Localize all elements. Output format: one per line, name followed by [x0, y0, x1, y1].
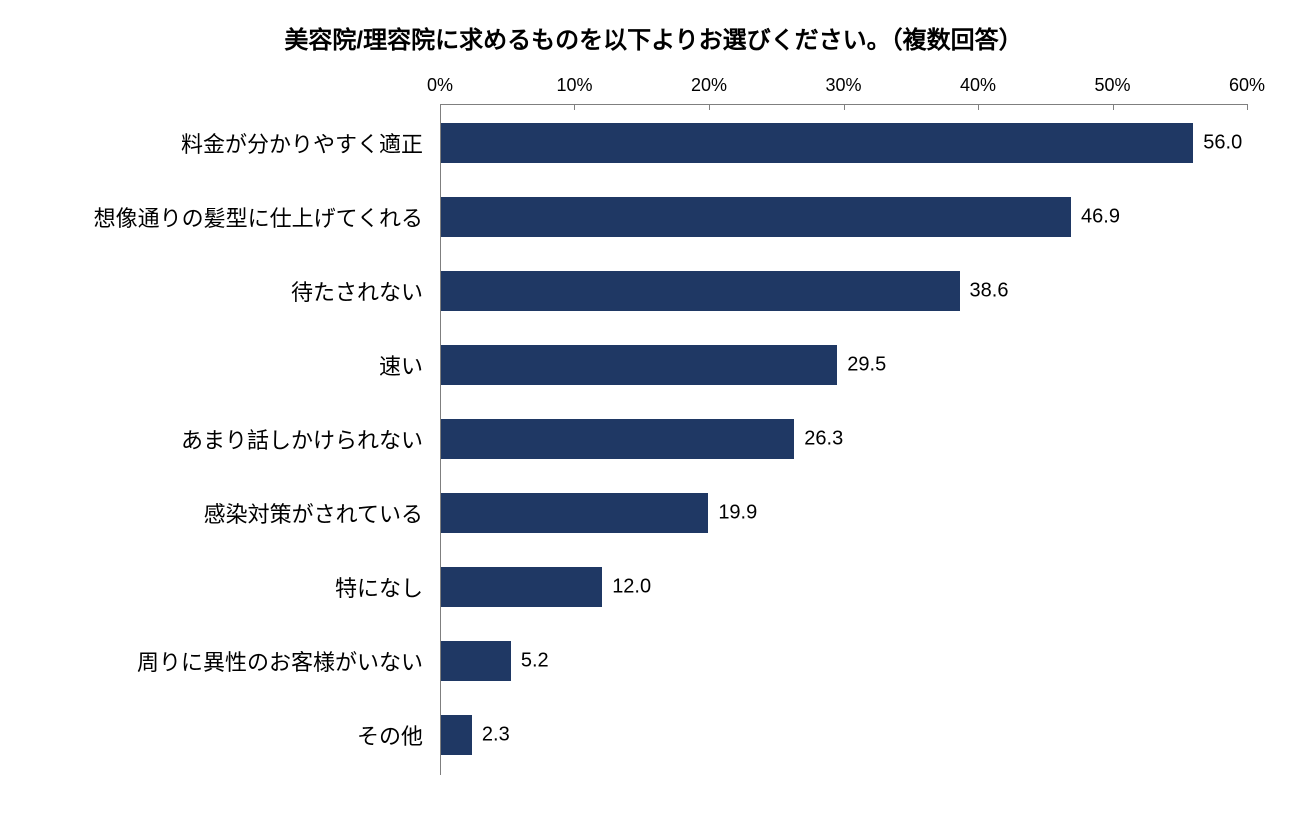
bar: 19.9: [441, 493, 708, 533]
bar-row: 38.6待たされない: [441, 271, 1247, 311]
bar-row: 12.0特になし: [441, 567, 1247, 607]
bar: 46.9: [441, 197, 1071, 237]
bar-value-label: 56.0: [1203, 132, 1242, 155]
category-label: 感染対策がされている: [204, 497, 423, 529]
bar: 38.6: [441, 271, 960, 311]
x-axis-tick-label: 30%: [825, 75, 861, 96]
bar: 2.3: [441, 715, 472, 755]
x-axis-tick-label: 10%: [556, 75, 592, 96]
bar-value-label: 26.3: [804, 428, 843, 451]
bar: 12.0: [441, 567, 602, 607]
x-axis: 0%10%20%30%40%50%60%: [440, 75, 1247, 105]
chart-container: 美容院/理容院に求めるものを以下よりお選びください。（複数回答） 0% 10% 20…: [0, 10, 1307, 810]
x-axis-tick-label: 60%: [1229, 75, 1265, 96]
bar-row: 46.9想像通りの髪型に仕上げてくれる: [441, 197, 1247, 237]
bar-row: 19.9感染対策がされている: [441, 493, 1247, 533]
bar-row: 5.2周りに異性のお客様がいない: [441, 641, 1247, 681]
category-label: 想像通りの髪型に仕上げてくれる: [94, 201, 423, 233]
bar: 5.2: [441, 641, 511, 681]
bars-area: 56.0料金が分かりやすく適正 46.9想像通りの髪型に仕上げてくれる 38.6待た…: [440, 105, 1247, 775]
bar-value-label: 46.9: [1081, 206, 1120, 229]
category-label: 特になし: [335, 571, 423, 603]
bar-row: 26.3あまり話しかけられない: [441, 419, 1247, 459]
category-label: 待たされない: [291, 275, 423, 307]
x-axis-tick-label: 40%: [960, 75, 996, 96]
bar-value-label: 29.5: [847, 354, 886, 377]
chart-title: 美容院/理容院に求めるものを以下よりお選びください。（複数回答）: [0, 10, 1307, 75]
x-axis-tick-label: 20%: [691, 75, 727, 96]
bar-value-label: 5.2: [521, 650, 549, 673]
x-axis-tick-label: 50%: [1094, 75, 1130, 96]
bar-row: 29.5速い: [441, 345, 1247, 385]
bar-value-label: 19.9: [718, 502, 757, 525]
plot-area: 0%10%20%30%40%50%60% 56.0料金が分かりやすく適正46.9…: [440, 75, 1247, 775]
category-label: その他: [357, 719, 423, 751]
category-label: あまり話しかけられない: [181, 423, 423, 455]
x-axis-tick-label: 0%: [427, 75, 453, 96]
category-label: 料金が分かりやすく適正: [181, 127, 423, 159]
x-axis-tick-mark: [1247, 104, 1248, 110]
bar: 26.3: [441, 419, 794, 459]
bar-row: 2.3その他: [441, 715, 1247, 755]
bar: 56.0: [441, 123, 1193, 163]
bar: 29.5: [441, 345, 837, 385]
bar-row: 56.0料金が分かりやすく適正: [441, 123, 1247, 163]
bar-value-label: 38.6: [970, 280, 1009, 303]
category-label: 周りに異性のお客様がいない: [137, 645, 423, 677]
category-label: 速い: [379, 349, 423, 381]
bar-value-label: 12.0: [612, 576, 651, 599]
bar-value-label: 2.3: [482, 724, 510, 747]
